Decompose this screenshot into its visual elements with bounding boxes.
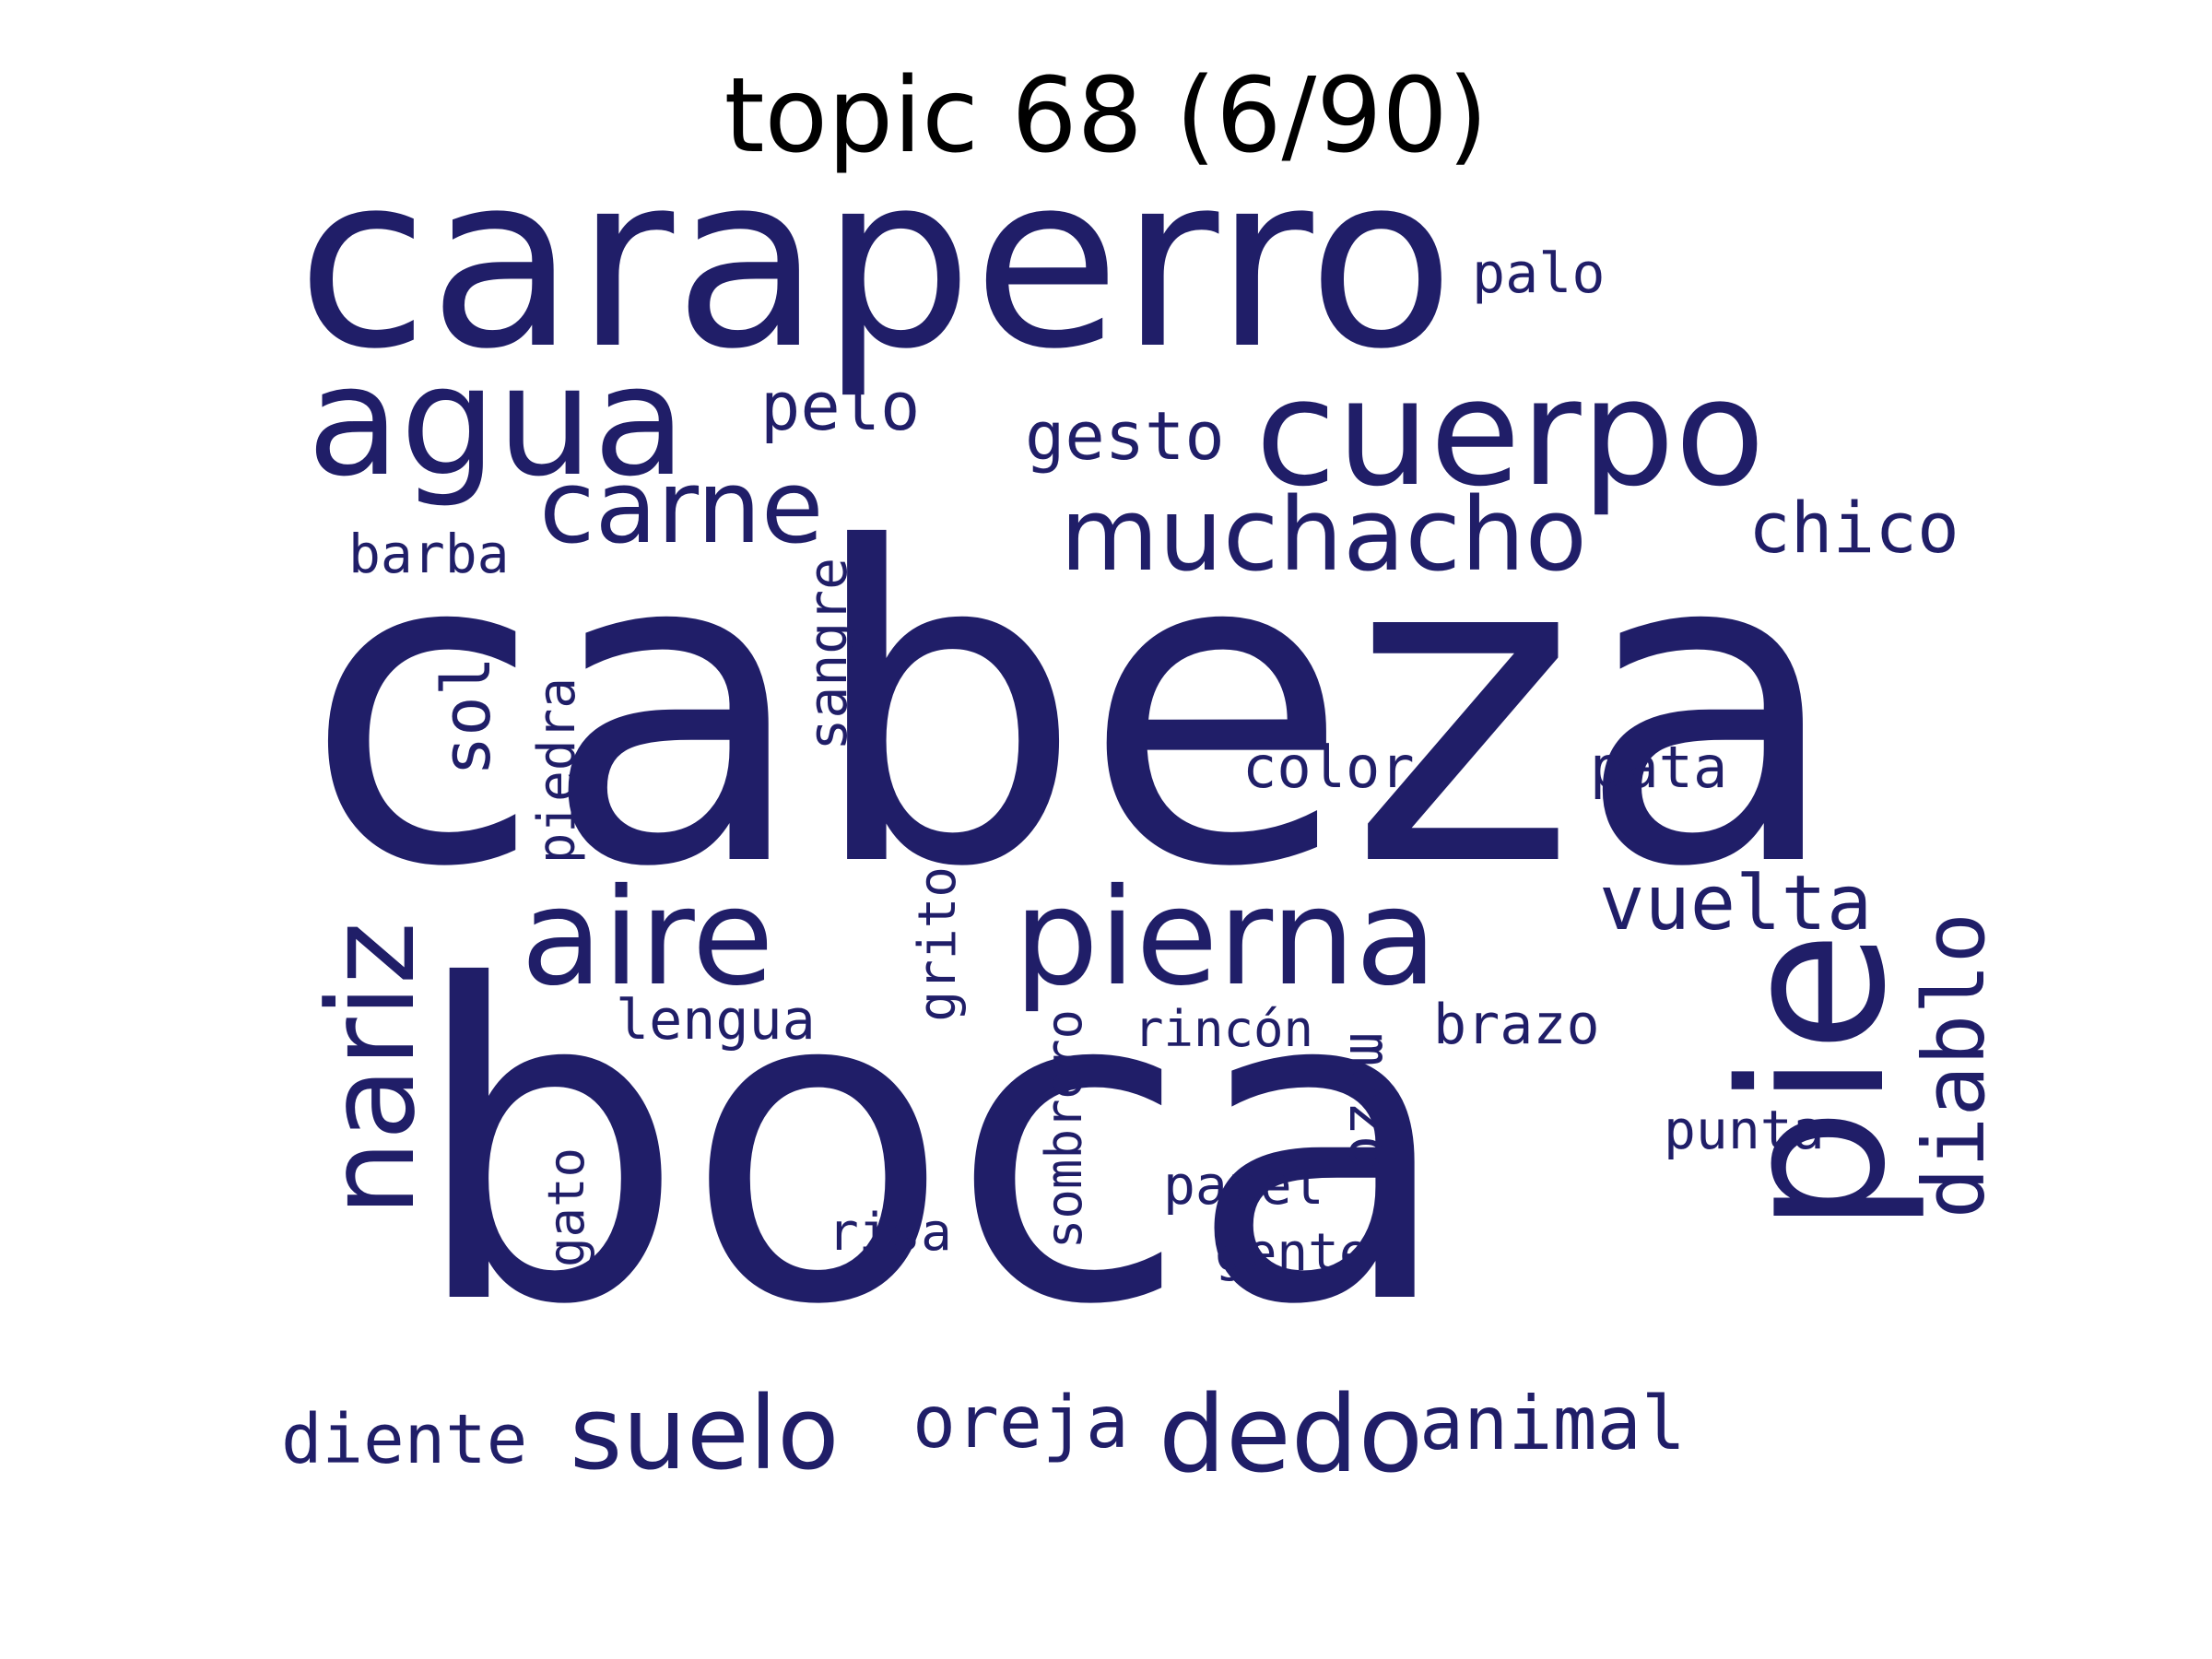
word-agua: agua <box>307 333 687 510</box>
word-pelo: pelo <box>760 368 921 445</box>
word-rincon: rincón <box>1134 1000 1314 1058</box>
word-diente: diente <box>281 1400 528 1479</box>
word-papel: papel <box>1163 1154 1324 1217</box>
word-diablo: diablo <box>1905 912 2004 1219</box>
word-sangre: sangre <box>796 558 859 751</box>
word-vuelta: vuelta <box>1599 860 1873 947</box>
word-pata: pata <box>1590 734 1728 801</box>
word-nariz: nariz <box>301 922 441 1217</box>
word-aire: aire <box>521 860 774 1016</box>
word-muchacho: muchacho <box>1060 476 1587 594</box>
word-risa: risa <box>828 1203 952 1263</box>
word-boca: boca <box>410 895 1454 1399</box>
word-sombrero: sombrero <box>1035 1009 1093 1250</box>
word-animal: animal <box>1419 1381 1686 1466</box>
wordcloud-title: topic 68 (6/90) <box>724 56 1488 176</box>
word-barba: barba <box>348 523 510 585</box>
word-pierna: pierna <box>1014 860 1438 1016</box>
word-caraperro: caraperro <box>297 124 1455 402</box>
word-cabeza: cabeza <box>304 457 1842 961</box>
word-gente: gente <box>1215 1223 1371 1283</box>
word-piedra: piedra <box>527 677 587 865</box>
word-pie: pie <box>1698 931 1929 1234</box>
word-palo: palo <box>1472 241 1606 306</box>
word-brazo: brazo <box>1433 993 1600 1057</box>
word-lengua: lengua <box>616 988 816 1053</box>
word-cuerpo: cuerpo <box>1255 347 1766 519</box>
word-color: color <box>1242 734 1415 801</box>
word-dedo: dedo <box>1159 1373 1424 1497</box>
word-sol: sol <box>428 656 505 777</box>
word-oreja: oreja <box>912 1382 1129 1465</box>
word-punta: punta <box>1664 1099 1825 1161</box>
word-carne: carne <box>539 448 824 566</box>
word-gato: gato <box>537 1147 595 1268</box>
word-gesto: gesto <box>1025 397 1225 475</box>
word-chico: chico <box>1748 487 1959 569</box>
word-suelo: suelo <box>570 1374 840 1492</box>
word-grito: grito <box>908 866 968 1022</box>
word-mozo: mozo <box>1336 1032 1404 1171</box>
